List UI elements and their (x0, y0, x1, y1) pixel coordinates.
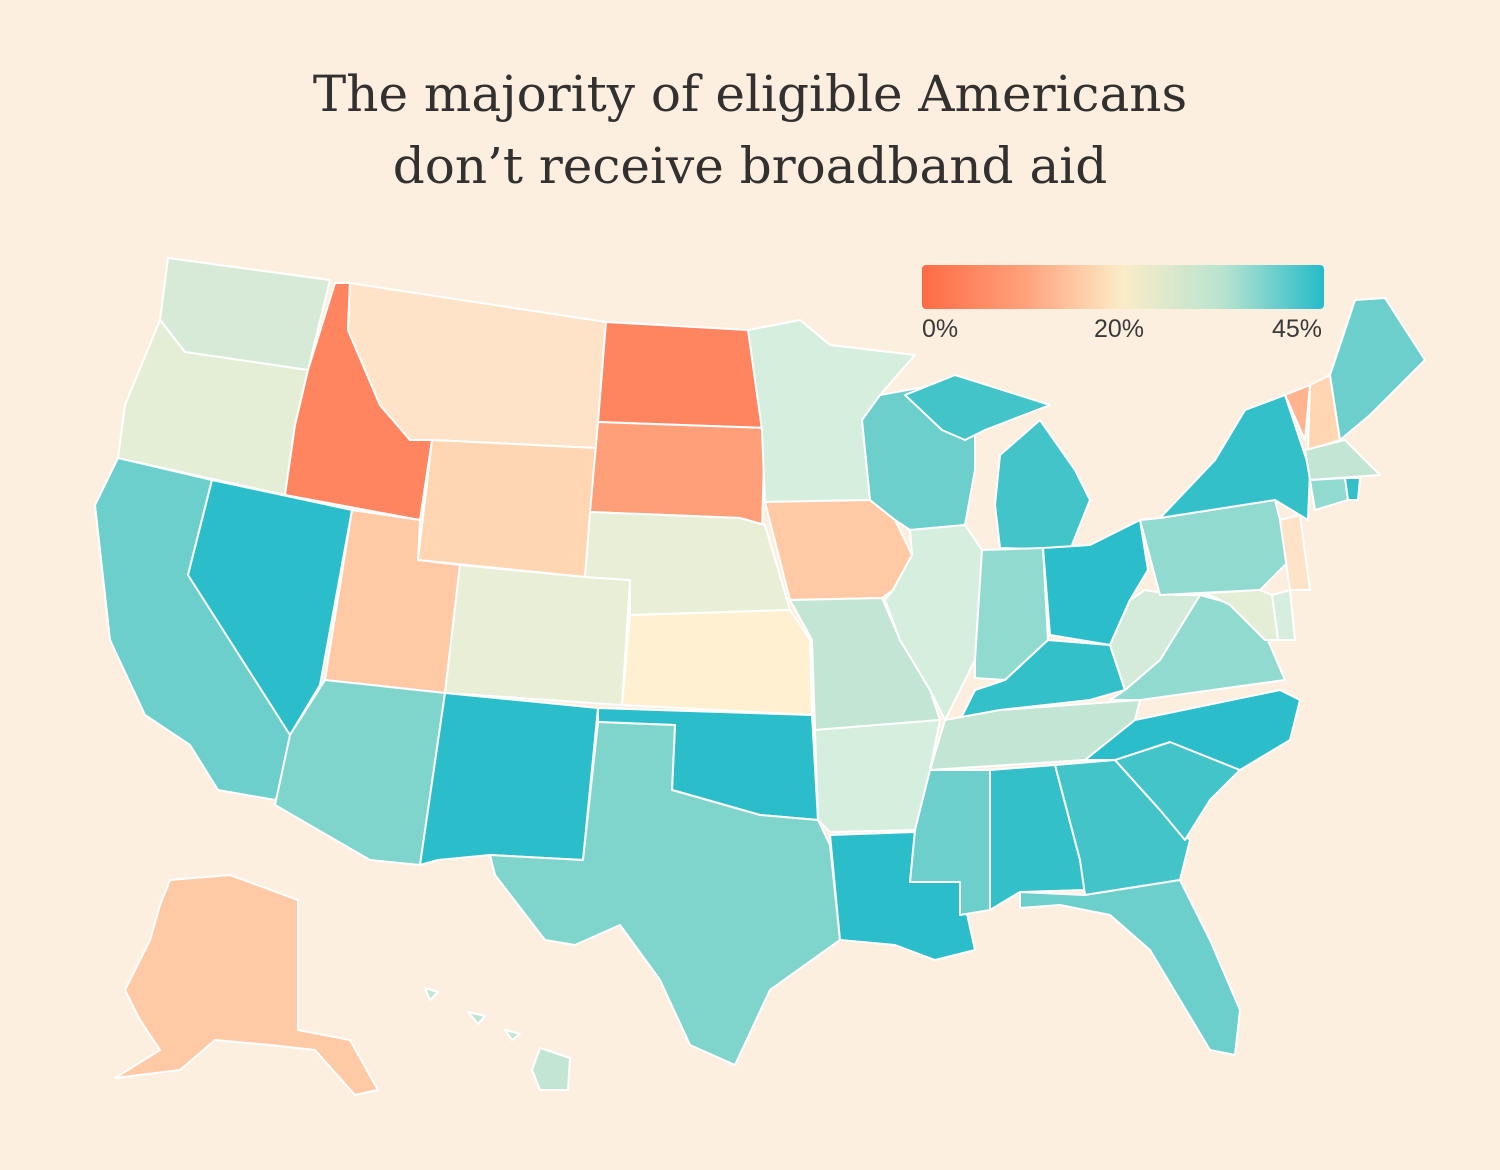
state-md (1174, 589, 1279, 641)
state-ak (114, 874, 379, 1096)
state-nm (419, 692, 599, 866)
state-ri (1344, 477, 1361, 501)
state-ks (621, 609, 813, 716)
legend-tick-45: 45% (1271, 315, 1322, 343)
state-mo (789, 597, 941, 731)
state-nc (1084, 689, 1301, 771)
legend-tick-0: 0% (922, 315, 959, 343)
state-co (444, 564, 631, 706)
state-fl (1019, 879, 1241, 1056)
legend-tick-20: 20% (1094, 315, 1145, 343)
state-il (884, 524, 983, 721)
state-ny (1159, 394, 1311, 521)
state-tx (489, 721, 841, 1066)
state-wy (417, 439, 597, 578)
state-ct (1309, 477, 1349, 511)
state-nj (1279, 514, 1311, 591)
legend-color-bar (922, 265, 1324, 309)
state-vt (1284, 384, 1311, 441)
state-nd (597, 321, 766, 429)
state-me (1329, 297, 1426, 441)
title-line-1: The majority of eligible Americans (312, 65, 1188, 123)
state-oh (1042, 519, 1149, 646)
title-line-2: don’t receive broadband aid (392, 137, 1108, 195)
legend-labels: 0% 20% 45% (922, 315, 1324, 345)
color-legend: 0% 20% 45% (922, 265, 1324, 345)
state-ma (1304, 439, 1381, 481)
state-mi (904, 374, 1091, 551)
map-title: The majority of eligible Americans don’t… (0, 58, 1500, 202)
state-hi (424, 987, 571, 1091)
